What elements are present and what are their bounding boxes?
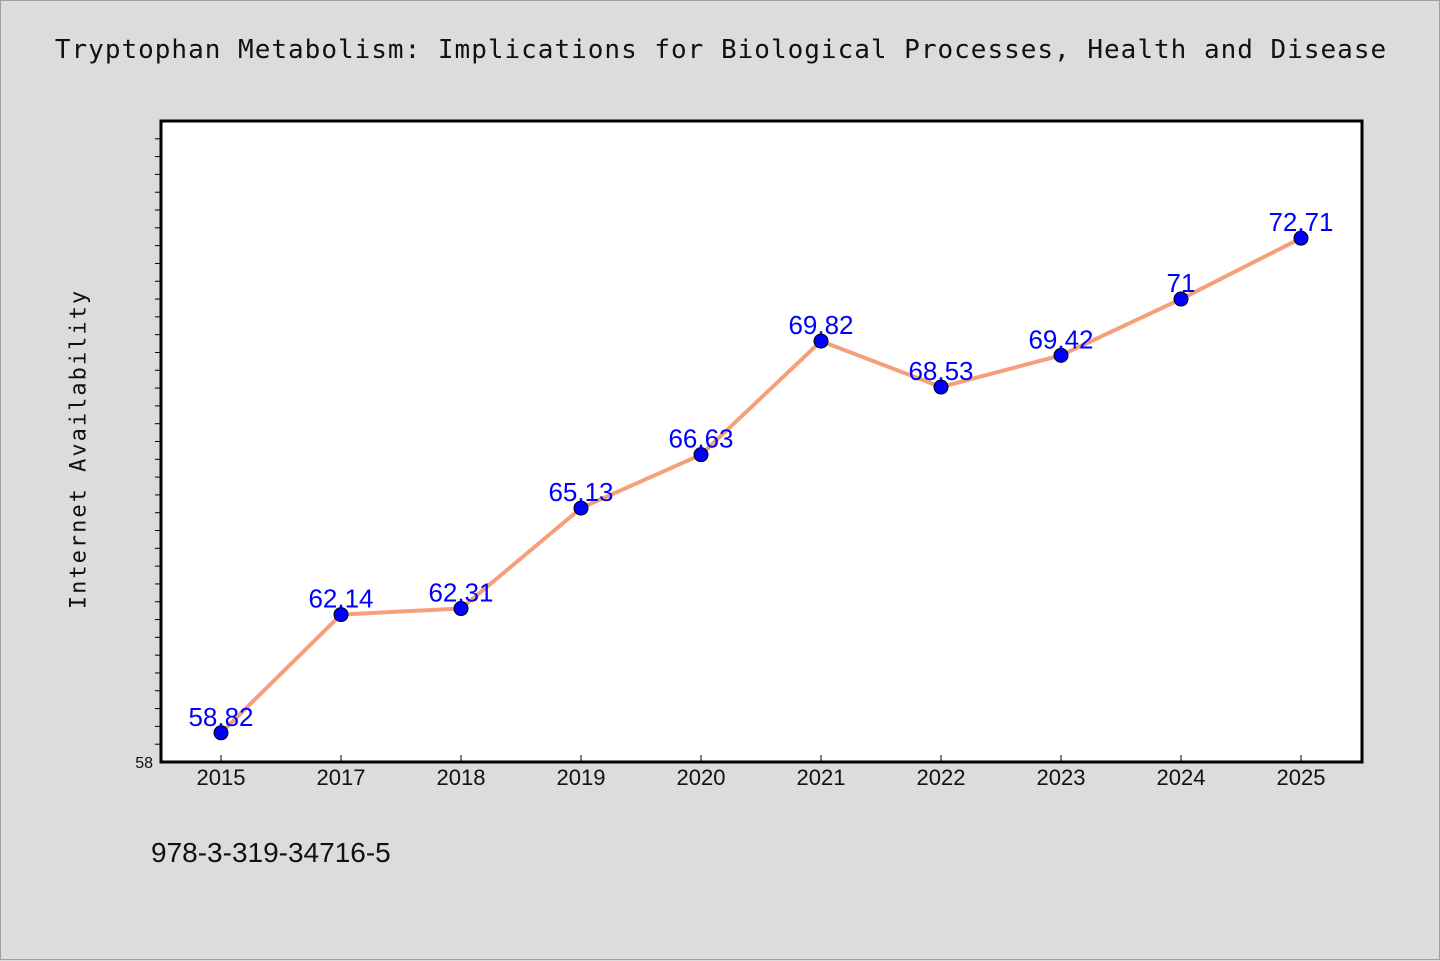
x-tick-label: 2022	[917, 765, 966, 790]
x-tick-label: 2023	[1037, 765, 1086, 790]
data-label: 68.53	[908, 356, 973, 386]
data-point	[453, 601, 469, 617]
data-label: 66.63	[668, 424, 733, 454]
x-tick-label: 2019	[557, 765, 606, 790]
data-label: 69.42	[1028, 324, 1093, 354]
x-tick-label: 2024	[1157, 765, 1206, 790]
chart-title: Tryptophan Metabolism: Implications for …	[54, 35, 1388, 65]
data-point	[1173, 291, 1189, 307]
x-tick-label: 2017	[317, 765, 366, 790]
x-tick-label: 2018	[437, 765, 486, 790]
data-point	[1053, 347, 1069, 363]
series-line	[219, 236, 1302, 735]
plot-area	[159, 119, 1364, 764]
x-tick-label: 2021	[797, 765, 846, 790]
data-point	[1293, 230, 1309, 246]
data-point	[213, 725, 229, 741]
isbn-code: 978-3-319-34716-5	[151, 837, 391, 868]
data-point	[693, 447, 709, 463]
data-point	[933, 379, 949, 395]
data-label: 72.71	[1268, 207, 1333, 237]
data-point	[333, 607, 349, 623]
x-tick-label: 2015	[197, 765, 246, 790]
data-label: 69.82	[788, 310, 853, 340]
data-label: 62.31	[428, 578, 493, 608]
data-label: 58.82	[188, 702, 253, 732]
x-tick-label: 2025	[1277, 765, 1326, 790]
data-label: 65.13	[548, 477, 613, 507]
data-label: 62.14	[308, 584, 373, 614]
data-label: 71	[1167, 268, 1196, 298]
x-tick-label: 2020	[677, 765, 726, 790]
y-tick-label: 58	[135, 755, 153, 772]
data-point	[573, 500, 589, 516]
data-point	[813, 333, 829, 349]
